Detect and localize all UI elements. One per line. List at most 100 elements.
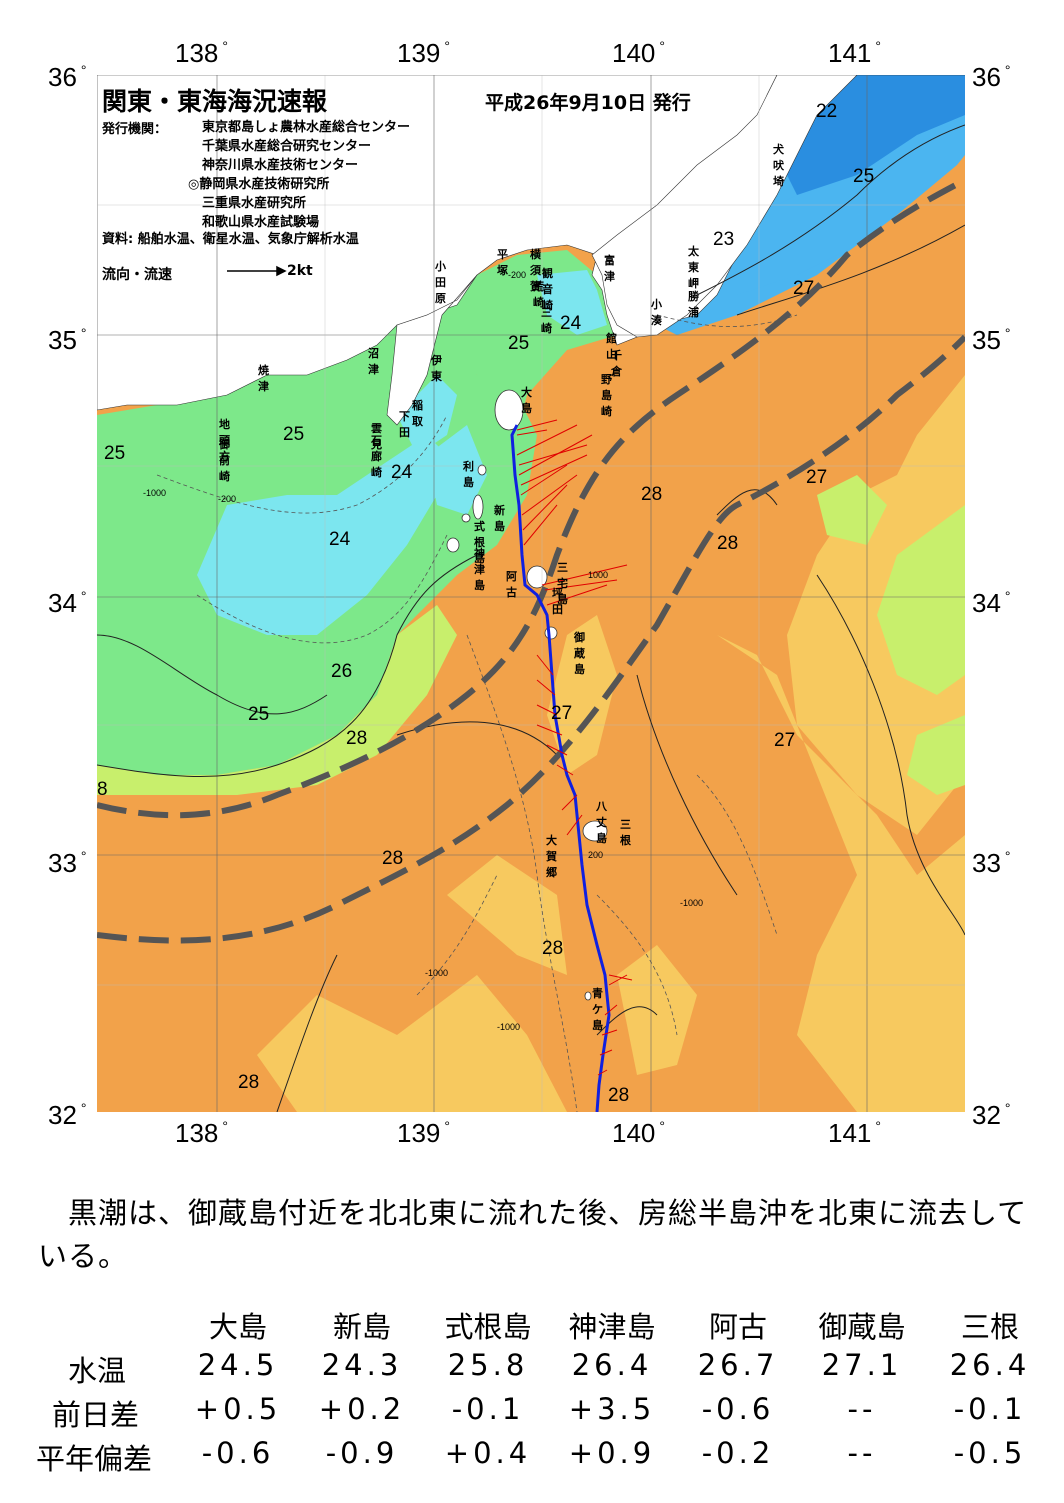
row-label: 前日差 <box>52 1398 140 1432</box>
temp-label: 28 <box>717 533 739 554</box>
sea-24-izu-south <box>427 425 487 515</box>
table-cell: -0.6 <box>701 1392 775 1426</box>
table-cell: +0.2 <box>318 1392 406 1426</box>
place-label: 石廊崎 <box>371 434 382 479</box>
table-cell: 26.4 <box>571 1348 653 1382</box>
sea-27-south2 <box>617 945 697 1075</box>
place-label: 新島 <box>494 504 505 533</box>
publisher: 三重県水産研究所 <box>202 196 307 211</box>
place-label: 御蔵島 <box>574 631 585 676</box>
place-label: 三崎 <box>541 306 552 335</box>
sea-surface-temperature-map <box>97 75 965 1112</box>
place-label: 坪田 <box>552 587 563 616</box>
place-label: 阿古 <box>506 570 517 599</box>
publisher: 千葉県水産総合研究センター <box>202 139 372 154</box>
place-label: 青ケ島 <box>592 987 603 1032</box>
island-aogashima <box>584 991 592 1001</box>
sea-27-mid <box>447 855 567 975</box>
island-mikurajima <box>544 626 558 640</box>
land-boso-peninsula <box>591 75 965 338</box>
temp-label: 25 <box>283 424 305 445</box>
island-hachijojima <box>582 820 608 842</box>
place-label: 荒崎 <box>533 280 544 309</box>
place-label: 雲見 <box>371 422 382 451</box>
sea-26-east3 <box>817 475 887 545</box>
sea-26-east2 <box>907 715 965 795</box>
table-cell: -- <box>847 1392 877 1426</box>
lat-lon-grid <box>97 75 965 1112</box>
depth-label: 1000 <box>588 570 609 580</box>
column-header: 御蔵島 <box>818 1310 906 1344</box>
summary-text: 黒潮は、御蔵島付近を北北東に流れた後、房総半島沖を北東に流去している。 <box>38 1196 1028 1273</box>
temp-label: 25 <box>853 166 875 187</box>
sea-27-east <box>717 635 965 1112</box>
temp-label: 28 <box>641 484 663 505</box>
table-cell: 26.7 <box>697 1348 779 1382</box>
place-label: 館山 <box>606 332 617 361</box>
lon-label-top: 141 ° <box>828 38 881 68</box>
temp-label: 28 <box>238 1072 260 1093</box>
lon-label-bottom: 139 ° <box>397 1118 450 1148</box>
publisher: 和歌山県水産試験場 <box>202 215 320 230</box>
table-cell: 25.8 <box>447 1348 529 1382</box>
row-label: 平年偏差 <box>36 1442 153 1476</box>
temp-label: 27 <box>806 467 828 488</box>
temp-label: 25 <box>104 443 126 464</box>
temp-label: 24 <box>560 313 582 334</box>
publisher: 東京都島しょ農林水産総合センター <box>202 120 411 135</box>
place-label: 下田 <box>399 410 410 439</box>
table-cell: 27.1 <box>821 1348 903 1382</box>
lat-label-left: 35 ° <box>48 325 87 355</box>
place-label: 沼津 <box>368 347 379 376</box>
lon-label-top: 139 ° <box>397 38 450 68</box>
land-izu-peninsula <box>386 274 478 426</box>
place-label: 八丈島 <box>596 800 607 845</box>
sea-26-east <box>877 505 965 695</box>
place-label: 富津 <box>604 254 615 283</box>
temp-label: 28 <box>542 938 564 959</box>
temp-label: 26 <box>331 661 353 682</box>
depth-label: -1000 <box>680 898 704 908</box>
sea-23-strip <box>737 195 857 295</box>
table-cell: 24.5 <box>197 1348 279 1382</box>
place-label: 小田原 <box>435 260 446 305</box>
temp-label: 27 <box>551 703 573 724</box>
publisher-list: 東京都島しょ農林水産総合センター 千葉県水産総合研究センター 神奈川県水産技術セ… <box>188 118 410 232</box>
legend-scale: 2kt <box>287 263 313 279</box>
place-label: 地頭方 <box>219 418 230 463</box>
table-cell: -0.1 <box>953 1392 1027 1426</box>
island-shikinejima <box>461 513 471 523</box>
place-label: 三宅島 <box>557 561 568 606</box>
place-label: 大賀郷 <box>546 834 557 879</box>
temp-label: 24 <box>391 462 413 483</box>
column-header: 新島 <box>332 1310 391 1344</box>
table-cell: +0.4 <box>444 1436 532 1470</box>
column-header: 神津島 <box>568 1310 656 1344</box>
legend-label: 流向・流速 <box>102 267 172 283</box>
temp-label: 28 <box>346 728 368 749</box>
table-cell: +3.5 <box>568 1392 656 1426</box>
island-kozushima <box>446 537 460 553</box>
depth-label: -1000 <box>497 1022 521 1032</box>
lat-label-left: 36 ° <box>48 62 87 92</box>
place-label: 神津島 <box>474 547 485 592</box>
table-cell: -0.6 <box>201 1436 275 1470</box>
island-oshima <box>494 389 524 431</box>
isotherm-lines <box>97 124 965 1112</box>
temp-label: 28 <box>608 1085 630 1106</box>
column-header: 式根島 <box>444 1310 532 1344</box>
table-cell: +0.5 <box>194 1392 282 1426</box>
lat-label-right: 32 ° <box>972 1100 1011 1130</box>
place-label: 横須賀 <box>530 248 541 293</box>
place-label: 犬吠埼 <box>773 143 784 188</box>
place-label: 千倉 <box>611 349 622 378</box>
place-label: 勝浦 <box>688 290 699 319</box>
sea-24-bay <box>537 270 607 335</box>
island-toshima <box>477 464 487 476</box>
temp-label: 27 <box>793 278 815 299</box>
temp-label: 28 <box>382 848 404 869</box>
place-label: 平塚 <box>497 248 508 277</box>
lon-label-top: 140 ° <box>612 38 665 68</box>
ship-track <box>510 424 611 1112</box>
place-label: 御前崎 <box>219 438 230 483</box>
